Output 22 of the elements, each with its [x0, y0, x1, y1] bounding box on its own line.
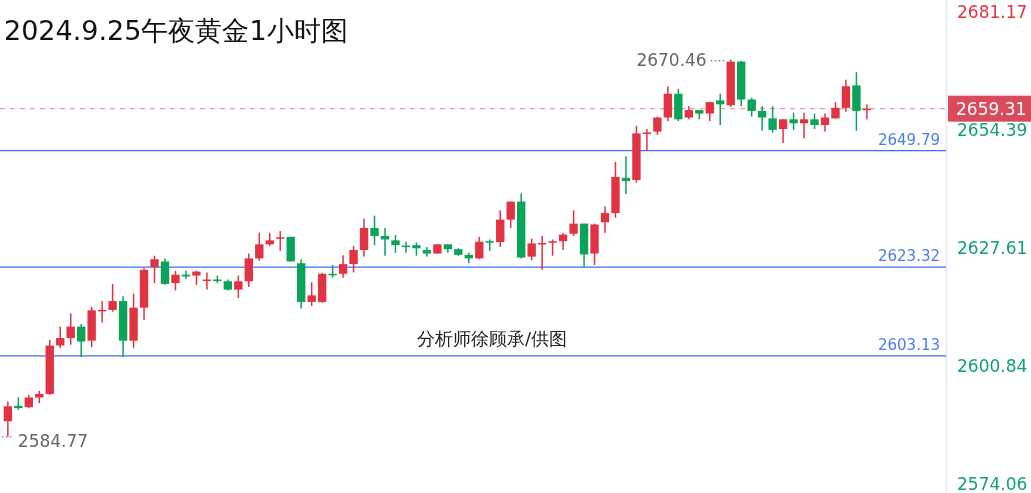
text: 2024.9.25午夜黄金1小时图 [4, 15, 348, 46]
y-tick-label: 2627.61 [957, 238, 1028, 259]
annotation: 2584.77 [17, 430, 89, 451]
candlestick [276, 231, 285, 251]
candlestick [265, 232, 274, 247]
ref-line-label: 2623.32 [877, 247, 940, 266]
candlestick [799, 112, 809, 139]
candlestick [716, 93, 725, 126]
annotation: 2670.46 [636, 49, 707, 70]
y-tick-label: 2654.39 [957, 120, 1028, 141]
candlestick [621, 156, 631, 195]
ref-line-label: 2603.13 [877, 335, 940, 354]
candlestick [600, 206, 610, 233]
ref-line-label: 2659.31 [956, 98, 1027, 119]
y-tick-label: 2600.84 [957, 356, 1028, 377]
candlestick [485, 239, 494, 251]
annotation: 分析师徐顾承/供图 [416, 328, 567, 350]
y-tick-label: 2681.17 [957, 2, 1028, 23]
y-tick-label: 2574.06 [957, 473, 1028, 493]
candlestick [757, 106, 767, 131]
candlestick [642, 128, 652, 151]
ref-line-label: 2649.79 [877, 130, 940, 149]
